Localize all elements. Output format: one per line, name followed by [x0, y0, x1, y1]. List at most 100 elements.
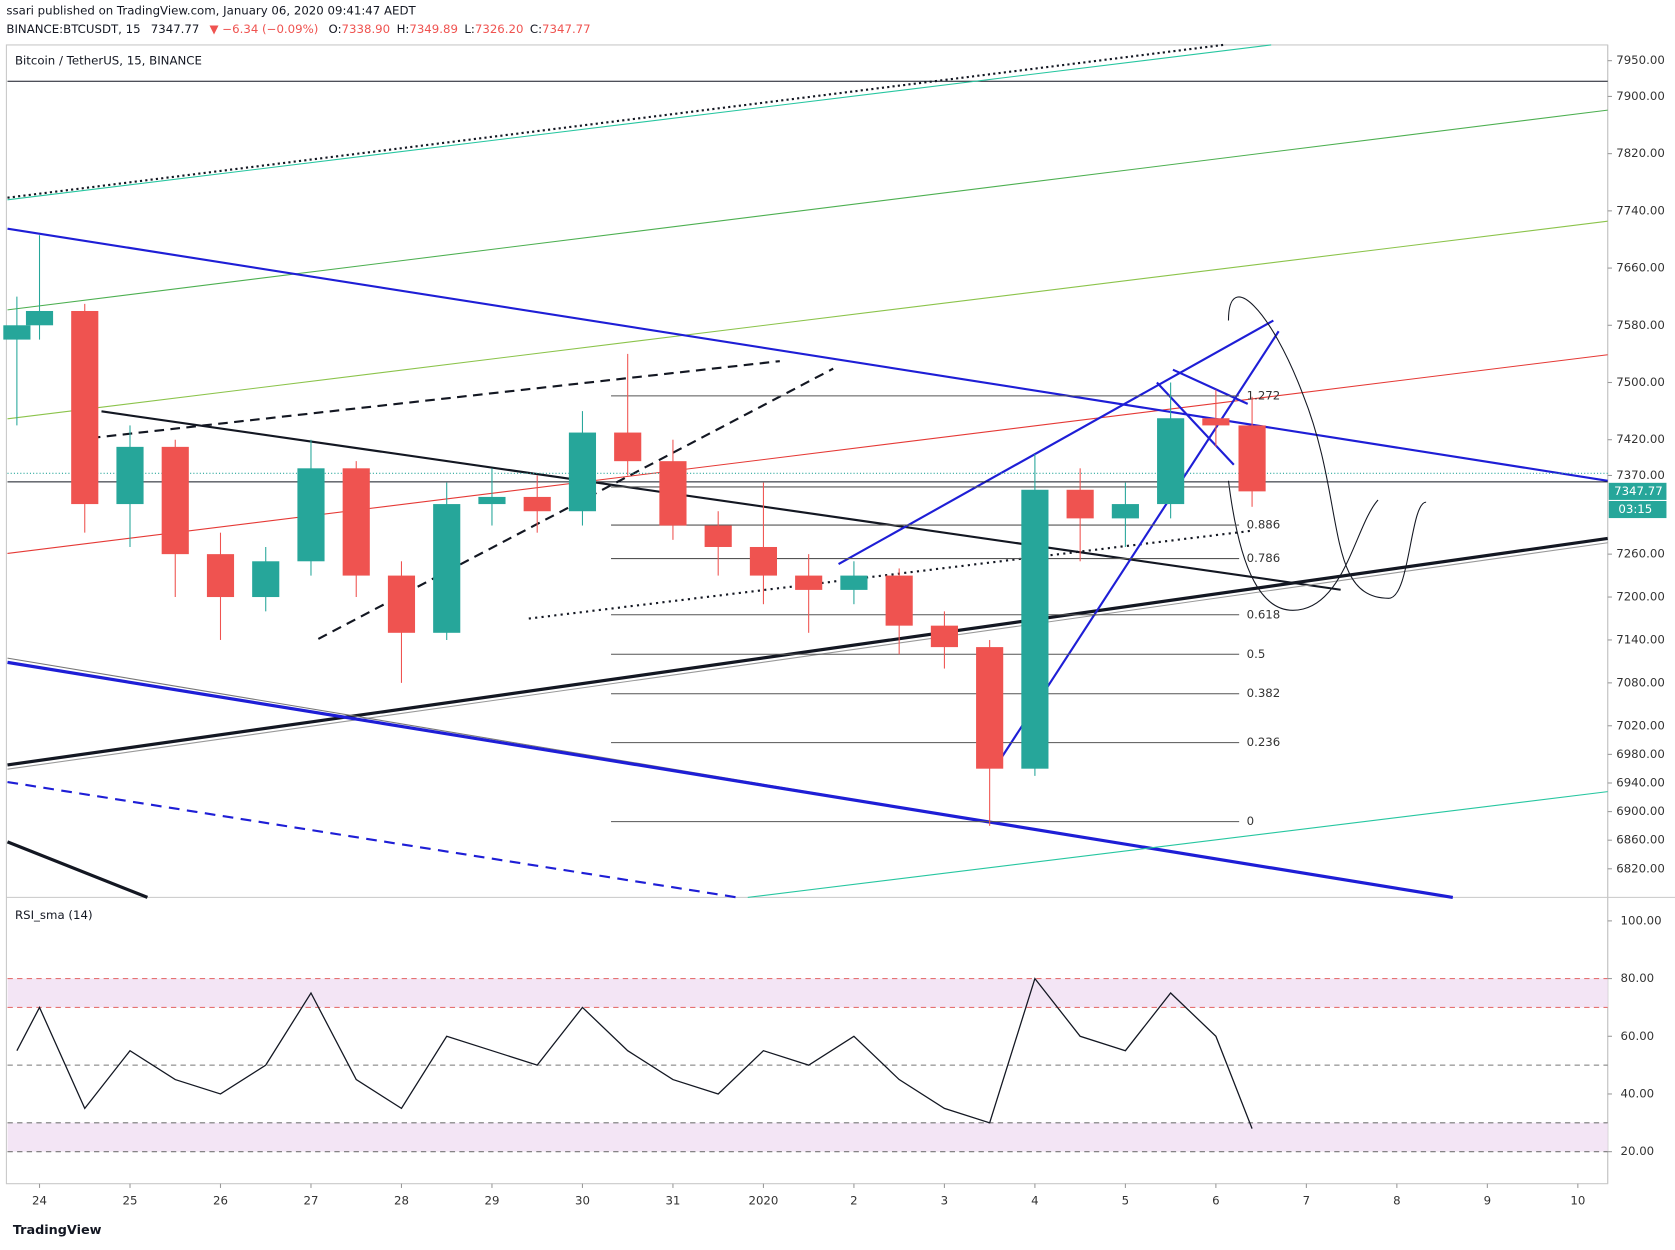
trendline: [1172, 368, 1249, 405]
symbol: BINANCE:BTCUSDT, 15: [6, 21, 140, 35]
y-tick-label: 40.00: [1621, 1086, 1655, 1100]
candle-body: [206, 554, 235, 598]
x-tick-label: 6: [1212, 1193, 1219, 1207]
y-tick-label: 7820.00: [1616, 146, 1665, 160]
x-tick-label: 24: [32, 1193, 47, 1207]
fib-label: 0: [1247, 814, 1254, 828]
fib-label: 0.786: [1247, 551, 1281, 565]
candle-body: [252, 561, 280, 598]
change: ▼ −6.34 (−0.09%): [210, 21, 319, 35]
trendline: [90, 360, 780, 440]
y-tick-label: 7660.00: [1616, 261, 1665, 275]
candle-body: [342, 468, 370, 576]
trendline: [838, 319, 1274, 566]
countdown: 03:15: [1618, 502, 1652, 516]
y-tick-label: 7140.00: [1616, 632, 1665, 646]
candle-body: [795, 575, 823, 590]
trendline: [7, 542, 1608, 770]
x-tick-label: 10: [1570, 1193, 1585, 1207]
y-tick-label: 7080.00: [1616, 675, 1665, 689]
trendline: [7, 227, 1608, 482]
candle-body: [1066, 489, 1094, 519]
candle-body: [930, 625, 958, 648]
y-tick-label: 7500.00: [1616, 375, 1665, 389]
y-tick-label: 6860.00: [1616, 833, 1665, 847]
candle-body: [885, 575, 913, 626]
field-key: H:: [397, 21, 410, 35]
y-tick-label: 6900.00: [1616, 804, 1665, 818]
candle-body: [976, 647, 1004, 769]
trendline: [7, 536, 1608, 767]
rsi-band: [7, 978, 1608, 1008]
last: 7347.77: [151, 21, 200, 35]
candle-body: [116, 446, 144, 505]
projection-curve: [1227, 480, 1379, 611]
x-tick-label: 4: [1031, 1193, 1038, 1207]
field-key: C:: [530, 21, 542, 35]
candle-body: [704, 525, 732, 547]
candle-body: [297, 468, 325, 562]
quote: BINANCE:BTCUSDT, 15 7347.77 ▼ −6.34 (−0.…: [6, 21, 590, 35]
x-tick-label: 2: [850, 1193, 857, 1207]
y-tick-label: 6940.00: [1616, 775, 1665, 789]
trendline: [7, 354, 1608, 554]
y-tick-label: 7420.00: [1616, 432, 1665, 446]
trendline: [7, 109, 1608, 311]
trendline: [7, 44, 1272, 201]
x-tick-label: 3: [941, 1193, 948, 1207]
y-tick-label: 60.00: [1621, 1029, 1655, 1043]
y-tick-label: 7950.00: [1616, 53, 1665, 67]
brand: TradingView: [13, 1223, 102, 1238]
x-tick-label: 31: [665, 1193, 680, 1207]
candle-body: [3, 325, 31, 340]
field-key: O:: [329, 21, 342, 35]
y-tick-label: 100.00: [1621, 913, 1662, 927]
x-tick-label: 8: [1393, 1193, 1400, 1207]
countdown-badge: [1608, 500, 1667, 519]
trendline: [6, 840, 149, 899]
candle-body: [614, 432, 642, 462]
candle-body: [1202, 418, 1230, 426]
fib-label: 0.236: [1247, 735, 1281, 749]
candle-body: [71, 310, 99, 505]
candle-body: [1238, 425, 1266, 492]
candle-body: [523, 496, 551, 512]
rsi-band: [7, 1122, 1608, 1152]
y-tick-label: 20.00: [1621, 1144, 1655, 1158]
x-tick-label: 7: [1303, 1193, 1310, 1207]
x-tick-label: 5: [1122, 1193, 1129, 1207]
x-tick-label: 2020: [748, 1193, 778, 1207]
candle-body: [568, 432, 597, 512]
y-tick-label: 7740.00: [1616, 203, 1665, 217]
candle-body: [478, 496, 506, 505]
x-tick-label: 26: [213, 1193, 228, 1207]
candle-body: [1021, 489, 1049, 769]
x-tick-label: 25: [123, 1193, 138, 1207]
trendline: [7, 43, 1224, 199]
field-value: 7326.20: [475, 21, 524, 35]
y-tick-label: 7370.00: [1616, 468, 1665, 482]
trendline: [7, 660, 1454, 899]
candle-body: [749, 546, 778, 576]
field-value: 7338.90: [342, 21, 391, 35]
projection-curve: [1227, 296, 1427, 599]
candle-body: [161, 446, 189, 555]
y-tick-label: 80.00: [1621, 971, 1655, 985]
fib-label: 0.5: [1247, 647, 1266, 661]
y-tick-label: 6820.00: [1616, 861, 1665, 875]
x-tick-label: 9: [1484, 1193, 1491, 1207]
field-value: 7349.89: [409, 21, 458, 35]
candle-body: [387, 575, 416, 633]
fib-label: 1.272: [1247, 388, 1281, 402]
last-price-badge: [1608, 482, 1667, 500]
trendline: [747, 791, 1608, 898]
trendline: [101, 410, 1341, 591]
x-tick-label: 27: [304, 1193, 319, 1207]
rsi-line: [16, 977, 1253, 1129]
candle-body: [1111, 504, 1139, 519]
y-tick-label: 7260.00: [1616, 547, 1665, 561]
fib-label: 0.618: [1247, 607, 1281, 621]
